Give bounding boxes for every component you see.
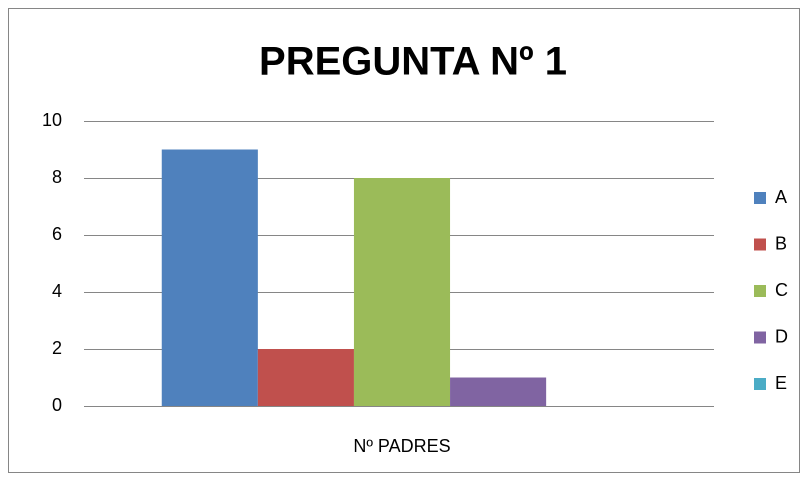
- legend-label: B: [775, 233, 787, 253]
- y-tick-label: 8: [52, 167, 62, 187]
- bar: [257, 349, 354, 406]
- y-tick-label: 10: [42, 110, 62, 130]
- x-tick-label: Nº PADRES: [353, 436, 450, 456]
- y-tick-label: 4: [52, 281, 62, 301]
- bar: [450, 377, 547, 406]
- legend-label: E: [775, 373, 787, 393]
- y-tick-label: 0: [52, 395, 62, 415]
- legend-swatch: [754, 192, 766, 204]
- legend-swatch: [754, 378, 766, 390]
- legend-label: D: [775, 326, 788, 346]
- chart-title: PREGUNTA Nº 1: [259, 40, 567, 84]
- y-tick-label: 2: [52, 338, 62, 358]
- legend-swatch: [754, 331, 766, 344]
- bar: [161, 149, 258, 406]
- legend-swatch: [754, 285, 766, 297]
- y-tick-label: 6: [52, 224, 62, 244]
- legend-label: C: [775, 280, 788, 300]
- legend-swatch: [754, 238, 766, 251]
- legend-label: A: [775, 187, 787, 207]
- bar: [353, 178, 451, 406]
